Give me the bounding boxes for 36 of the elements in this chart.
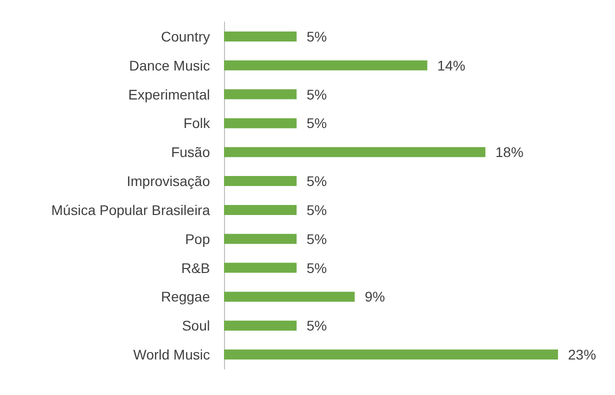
data-label: 18% — [495, 144, 524, 160]
data-label: 5% — [306, 115, 327, 132]
data-label: 5% — [306, 260, 327, 276]
y-tick-label: World Music — [133, 346, 210, 363]
data-label: 5% — [306, 86, 327, 102]
data-label: 14% — [437, 57, 466, 74]
data-label: 23% — [568, 346, 596, 363]
data-label: 5% — [306, 28, 327, 44]
data-label: 5% — [306, 173, 327, 190]
bar — [224, 262, 297, 273]
y-tick-label: Soul — [182, 318, 210, 334]
bar — [224, 320, 297, 331]
bar — [224, 31, 297, 42]
bar — [224, 147, 486, 158]
bar — [224, 89, 297, 100]
y-tick-label: Experimental — [128, 86, 210, 102]
bar — [224, 176, 297, 186]
bar — [224, 118, 297, 128]
y-tick-label: Pop — [185, 230, 210, 247]
data-label: 9% — [364, 288, 385, 305]
y-tick-label: Improvisação — [126, 173, 210, 190]
data-label: 5% — [306, 202, 327, 218]
bar — [224, 350, 558, 360]
y-tick-label: Dance Music — [129, 57, 210, 74]
bar — [224, 234, 297, 244]
bar — [224, 204, 297, 215]
y-tick-label: Country — [160, 28, 210, 44]
data-label: 5% — [306, 230, 327, 247]
bar — [224, 292, 355, 302]
data-label: 5% — [306, 318, 327, 334]
bar — [224, 60, 428, 70]
y-tick-label: Reggae — [160, 288, 210, 305]
y-tick-label: R&B — [181, 260, 210, 276]
y-tick-label: Folk — [184, 115, 211, 132]
y-tick-label: Fusão — [171, 144, 210, 160]
y-tick-label: Música Popular Brasileira — [51, 202, 210, 218]
